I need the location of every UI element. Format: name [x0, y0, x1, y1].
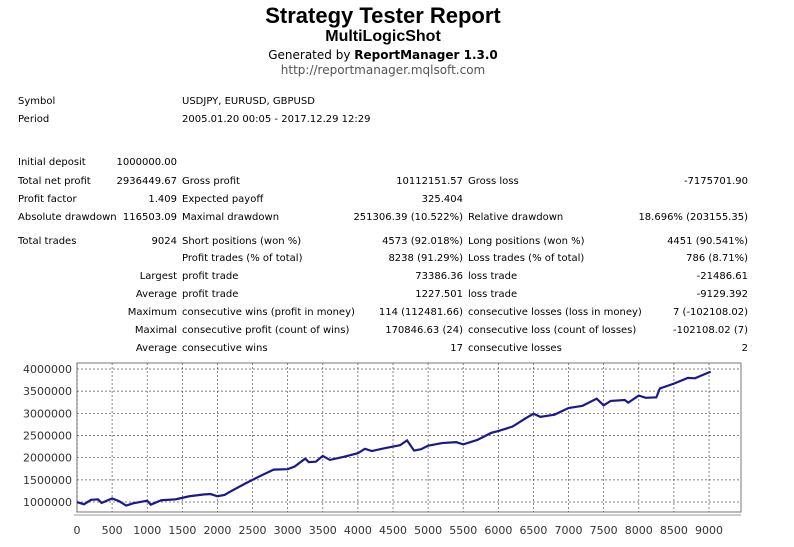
stats-cell: 116503.09 [122, 212, 177, 223]
stats-cell: 18.696% (203155.35) [638, 212, 748, 223]
stats-cell: 786 (8.71%) [686, 253, 748, 264]
x-tick-label: 9000 [695, 524, 723, 537]
stats-cell: 2936449.67 [116, 176, 177, 187]
stats-cell: profit trade [182, 289, 239, 300]
stats-cell: profit trade [182, 271, 239, 282]
stats-cell: Absolute drawdown [18, 212, 117, 223]
stats-cell: 2 [741, 343, 748, 354]
balance-line [76, 370, 712, 507]
stats-cell: loss trade [468, 289, 518, 300]
stats-cell: consecutive loss (count of losses) [468, 325, 637, 336]
x-tick-label: 1500 [168, 524, 196, 537]
stats-cell: 1000000.00 [116, 157, 177, 168]
symbol-value: USDJPY, EURUSD, GBPUSD [182, 96, 315, 107]
y-tick-label: 3500000 [23, 385, 72, 398]
stats-cell: -7175701.90 [683, 176, 748, 187]
stats-cell: Initial deposit [18, 157, 86, 168]
x-tick-label: 5000 [414, 524, 442, 537]
x-tick-label: 4000 [344, 524, 372, 537]
stats-cell: Maximum [127, 307, 177, 318]
stats-cell: consecutive losses (loss in money) [468, 307, 642, 318]
stats-cell: Short positions (won %) [182, 236, 302, 247]
y-tick-label: 1000000 [23, 496, 72, 509]
stats-cell: consecutive losses [468, 343, 562, 354]
x-tick-label: 500 [102, 524, 123, 537]
stats-cell: 1.409 [148, 194, 177, 205]
plot-area [76, 362, 742, 513]
stats-cell: Average [135, 343, 177, 354]
stats-cell: Long positions (won %) [468, 236, 585, 247]
stats-cell: -102108.02 (7) [672, 325, 748, 336]
x-tick-label: 7500 [590, 524, 618, 537]
stats-cell: 9024 [151, 236, 177, 247]
stats-cell: Maximal drawdown [182, 212, 280, 223]
stats-cell: -9129.392 [696, 289, 748, 300]
stats-cell: Loss trades (% of total) [468, 253, 585, 264]
x-tick-label: 2500 [239, 524, 267, 537]
stats-cell: consecutive profit (count of wins) [182, 325, 350, 336]
x-tick-label: 0 [74, 524, 81, 537]
generator-name: ReportManager 1.3.0 [354, 48, 498, 62]
x-tick-label: 3500 [309, 524, 337, 537]
stats-cell: consecutive wins (profit in money) [182, 307, 355, 318]
period-value: 2005.01.20 00:05 - 2017.12.29 12:29 [182, 114, 371, 125]
y-tick-label: 2000000 [23, 452, 72, 465]
stats-cell: 73386.36 [415, 271, 463, 282]
x-tick-label: 8500 [660, 524, 688, 537]
stats-cell: Gross profit [182, 176, 240, 187]
x-tick-label: 3000 [274, 524, 302, 537]
stats-cell: Profit trades (% of total) [182, 253, 303, 264]
x-tick-label: 6500 [519, 524, 547, 537]
x-tick-label: 1000 [133, 524, 161, 537]
report-title: Strategy Tester Report [265, 3, 501, 28]
y-tick-label: 3000000 [23, 407, 72, 420]
stats-cell: 8238 (91.29%) [388, 253, 463, 264]
symbol-label: Symbol [18, 96, 56, 107]
stats-cell: 4451 (90.541%) [667, 236, 748, 247]
period-label: Period [18, 114, 50, 125]
stats-cell: Expected payoff [182, 194, 264, 205]
stats-cell: -21486.61 [696, 271, 748, 282]
stats-cell: Maximal [134, 325, 177, 336]
stats-cell: 1227.501 [415, 289, 463, 300]
stats-cell: 10112151.57 [396, 176, 463, 187]
stats-cell: 17 [450, 343, 463, 354]
generated-prefix: Generated by [268, 48, 355, 62]
x-tick-label: 8000 [625, 524, 653, 537]
generator-url[interactable]: http://reportmanager.mqlsoft.com [280, 63, 486, 77]
stats-cell: Gross loss [468, 176, 519, 187]
generated-by: Generated by ReportManager 1.3.0 [0, 48, 766, 62]
stats-cell: 170846.63 (24) [385, 325, 463, 336]
stats-cell: Largest [139, 271, 177, 282]
expert-name: MultiLogicShot [325, 28, 441, 45]
x-tick-label: 2000 [203, 524, 231, 537]
stats-cell: 114 (112481.66) [378, 307, 463, 318]
x-tick-label: 6000 [484, 524, 512, 537]
x-tick-label: 5500 [449, 524, 477, 537]
stats-cell: Relative drawdown [468, 212, 564, 223]
x-tick-label: 7000 [555, 524, 583, 537]
y-tick-label: 1500000 [23, 474, 72, 487]
stats-cell: Total net profit [18, 176, 91, 187]
y-tick-label: 4000000 [23, 363, 72, 376]
x-tick-label: 4500 [379, 524, 407, 537]
stats-cell: 325.404 [421, 194, 463, 205]
stats-cell: consecutive wins [182, 343, 268, 354]
stats-cell: 7 (-102108.02) [672, 307, 748, 318]
stats-cell: Total trades [18, 236, 77, 247]
stats-cell: 251306.39 (10.522%) [353, 212, 463, 223]
stats-cell: 4573 (92.018%) [382, 236, 463, 247]
y-tick-label: 2500000 [23, 430, 72, 443]
stats-cell: loss trade [468, 271, 518, 282]
stats-cell: Average [135, 289, 177, 300]
stats-cell: Profit factor [18, 194, 77, 205]
